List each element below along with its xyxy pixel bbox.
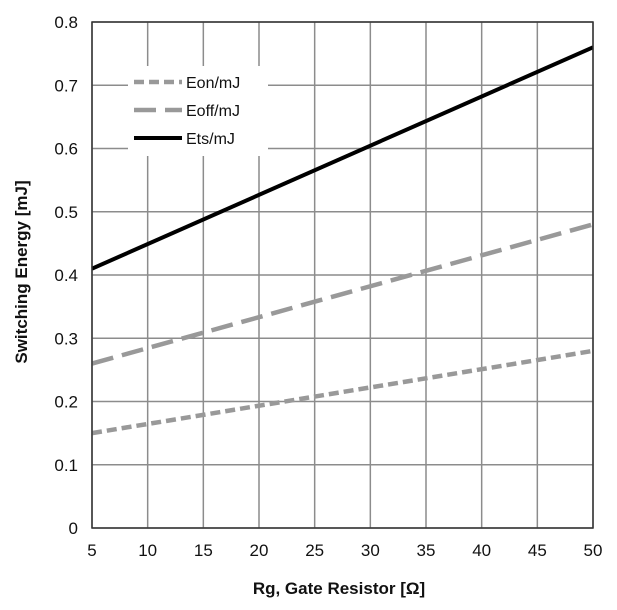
tick-labels: 5 10 15 20 25 30 35 40 45 50 0 0.1 0.2 0.3 0.4 0.5 0.6 0.… <box>54 13 602 560</box>
x-tick-label: 10 <box>138 541 157 560</box>
y-tick-label: 0.8 <box>54 13 78 32</box>
y-tick-label: 0 <box>69 519 78 538</box>
y-tick-label: 0.4 <box>54 266 78 285</box>
x-tick-label: 5 <box>87 541 96 560</box>
y-tick-label: 0.5 <box>54 203 78 222</box>
x-tick-label: 50 <box>584 541 603 560</box>
legend-label: Eon/mJ <box>186 75 240 92</box>
y-tick-label: 0.3 <box>54 329 78 348</box>
legend-label: Ets/mJ <box>186 131 235 148</box>
x-axis-label: Rg, Gate Resistor [Ω] <box>253 579 425 598</box>
y-tick-label: 0.6 <box>54 140 78 159</box>
x-tick-label: 45 <box>528 541 547 560</box>
plot-frame <box>91 21 594 529</box>
y-axis-label: Switching Energy [mJ] <box>12 180 31 363</box>
x-tick-label: 40 <box>472 541 491 560</box>
y-tick-label: 0.7 <box>54 76 78 95</box>
series-line-1 <box>91 222 594 366</box>
x-tick-label: 15 <box>194 541 213 560</box>
legend-label: Eoff/mJ <box>186 103 240 120</box>
y-tick-label: 0.1 <box>54 456 78 475</box>
series-line-2 <box>91 45 594 271</box>
x-tick-label: 35 <box>417 541 436 560</box>
legend: Eon/mJ Eoff/mJ Ets/mJ <box>128 66 268 156</box>
series-lines <box>91 45 594 436</box>
y-tick-label: 0.2 <box>54 393 78 412</box>
x-tick-label: 30 <box>361 541 380 560</box>
series-line-0 <box>91 348 594 436</box>
x-tick-label: 25 <box>305 541 324 560</box>
x-tick-label: 20 <box>250 541 269 560</box>
